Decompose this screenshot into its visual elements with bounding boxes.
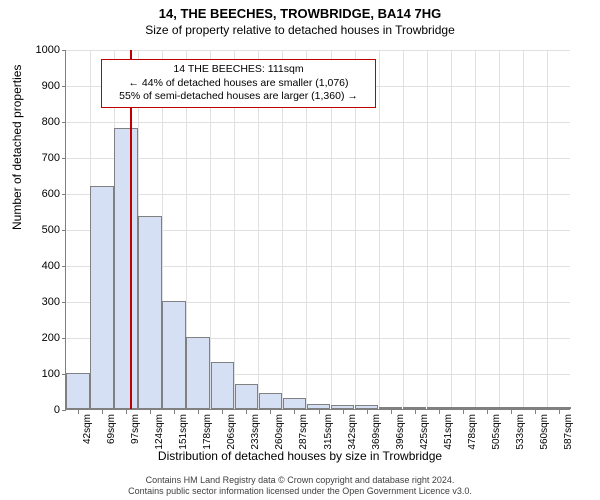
y-tick-label: 0 [20,405,60,416]
grid-line-vertical [523,50,524,409]
grid-line-vertical [427,50,428,409]
y-tick-mark [62,194,66,195]
page-main-title: 14, THE BEECHES, TROWBRIDGE, BA14 7HG [0,6,600,21]
histogram-bar [451,407,475,409]
footer-attribution: Contains HM Land Registry data © Crown c… [0,475,600,498]
x-tick-mark [559,410,560,414]
footer-line-2: Contains public sector information licen… [0,486,600,497]
x-tick-mark [222,410,223,414]
x-tick-mark [535,410,536,414]
histogram-bar [259,393,283,409]
y-tick-label: 300 [20,297,60,308]
grid-line-vertical [547,50,548,409]
callout-line-2: ← 44% of detached houses are smaller (1,… [108,77,369,91]
x-tick-mark [174,410,175,414]
y-tick-label: 500 [20,225,60,236]
x-tick-mark [415,410,416,414]
x-tick-mark [391,410,392,414]
histogram-bar [162,301,186,409]
y-tick-mark [62,158,66,159]
grid-line-horizontal [66,50,570,51]
y-axis-label: Number of detached properties [10,65,24,230]
x-axis-label: Distribution of detached houses by size … [0,449,600,463]
x-tick-mark [102,410,103,414]
page-sub-title: Size of property relative to detached ho… [0,23,600,37]
x-tick-mark [198,410,199,414]
histogram-bar [499,407,523,409]
x-tick-mark [126,410,127,414]
histogram-bar [211,362,235,409]
grid-line-horizontal [66,122,570,123]
x-tick-mark [463,410,464,414]
histogram-bar [66,373,90,409]
histogram-bar [427,407,451,409]
histogram-chart: 0100200300400500600700800900100042sqm69s… [65,50,570,410]
x-tick-mark [487,410,488,414]
y-tick-mark [62,230,66,231]
histogram-bar [547,407,571,409]
y-tick-label: 100 [20,369,60,380]
histogram-bar [523,407,547,409]
y-tick-label: 1000 [20,45,60,56]
x-tick-mark [270,410,271,414]
grid-line-horizontal [66,158,570,159]
y-tick-label: 700 [20,153,60,164]
y-tick-mark [62,50,66,51]
histogram-bar [138,216,162,409]
x-tick-mark [150,410,151,414]
x-tick-mark [511,410,512,414]
histogram-bar [355,405,379,409]
y-tick-mark [62,266,66,267]
grid-line-vertical [475,50,476,409]
grid-line-horizontal [66,194,570,195]
y-tick-label: 200 [20,333,60,344]
x-tick-mark [294,410,295,414]
callout-line-1: 14 THE BEECHES: 111sqm [108,63,369,77]
y-tick-label: 600 [20,189,60,200]
x-tick-mark [319,410,320,414]
histogram-bar [403,407,427,409]
histogram-bar [114,128,138,409]
y-tick-label: 400 [20,261,60,272]
x-tick-mark [367,410,368,414]
x-tick-mark [343,410,344,414]
footer-line-1: Contains HM Land Registry data © Crown c… [0,475,600,486]
x-tick-mark [439,410,440,414]
callout-line-3: 55% of semi-detached houses are larger (… [108,90,369,104]
grid-line-vertical [379,50,380,409]
histogram-bar [475,407,499,409]
plot-area: 0100200300400500600700800900100042sqm69s… [65,50,570,410]
x-tick-mark [246,410,247,414]
histogram-bar [331,405,355,409]
grid-line-vertical [403,50,404,409]
y-tick-mark [62,302,66,303]
y-tick-mark [62,86,66,87]
y-tick-label: 800 [20,117,60,128]
histogram-bar [235,384,259,409]
histogram-bar [186,337,210,409]
callout-box: 14 THE BEECHES: 111sqm ← 44% of detached… [101,59,376,108]
histogram-bar [90,186,114,409]
histogram-bar [283,398,307,409]
histogram-bar [307,404,331,409]
y-tick-mark [62,122,66,123]
y-tick-label: 900 [20,81,60,92]
grid-line-vertical [451,50,452,409]
histogram-bar [379,407,403,409]
x-tick-mark [78,410,79,414]
grid-line-vertical [499,50,500,409]
y-tick-mark [62,338,66,339]
y-tick-mark [62,410,66,411]
